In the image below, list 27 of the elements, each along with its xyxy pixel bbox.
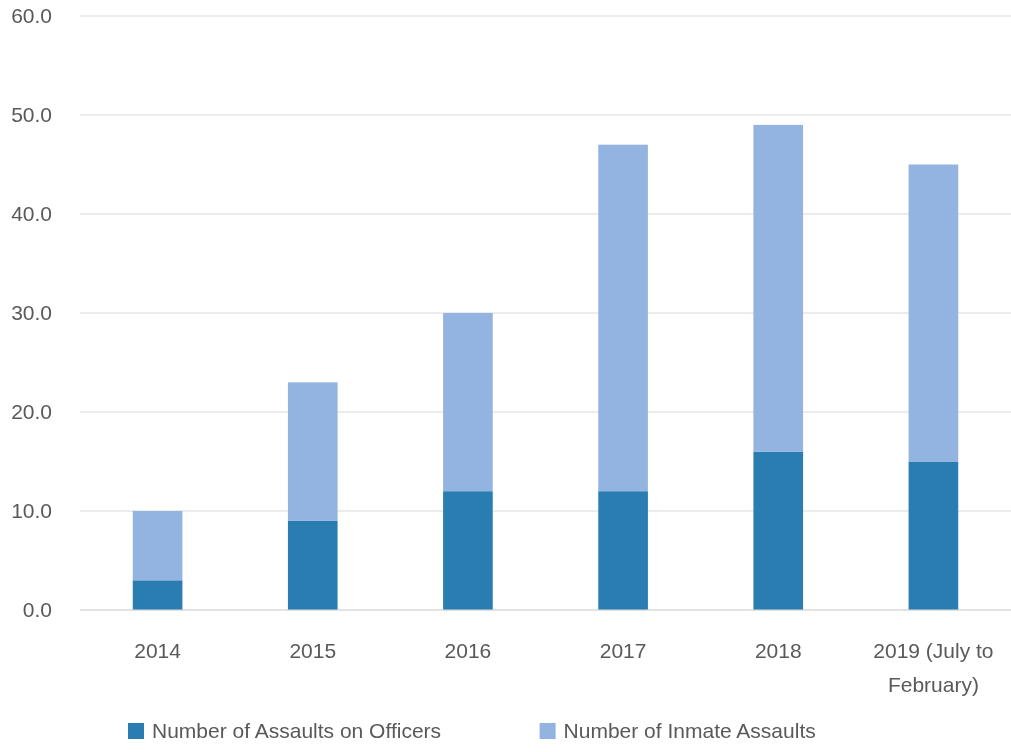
bar (287, 382, 338, 521)
bar (753, 124, 804, 452)
x-tick-label: 2018 (754, 639, 802, 662)
y-tick-label: 20.0 (11, 400, 52, 424)
bar (598, 491, 648, 610)
x-tick-label: 2015 (289, 639, 337, 662)
y-tick-label: 0.0 (22, 598, 52, 622)
x-tick-label: 2017 (599, 639, 647, 662)
bar (598, 144, 648, 492)
bar (908, 461, 959, 610)
y-tick-label: 50.0 (11, 103, 52, 127)
legend-label: Number of Assaults on Officers (152, 719, 442, 742)
bar (908, 164, 959, 462)
bar (132, 580, 183, 610)
bar (443, 313, 493, 492)
y-tick-label: 60.0 (11, 4, 52, 28)
x-tick-label: 2016 (444, 639, 492, 662)
y-tick-label: 10.0 (11, 499, 52, 523)
bar (753, 451, 804, 610)
x-tick-label: 2019 (July to February) (873, 639, 994, 696)
x-tick-label: 2014 (134, 639, 182, 662)
bar (287, 520, 338, 610)
y-tick-label: 30.0 (11, 301, 52, 325)
bar (132, 511, 183, 581)
legend-label: Number of Inmate Assaults (563, 719, 816, 742)
bar (443, 491, 493, 610)
y-tick-label: 40.0 (11, 202, 52, 226)
